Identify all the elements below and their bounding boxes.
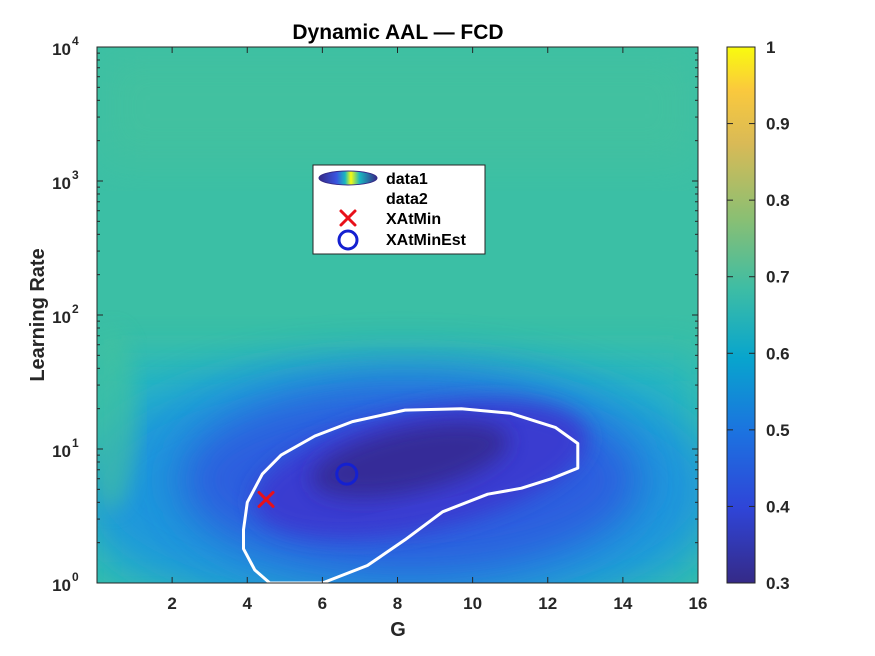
- colorbar-tick-label: 0.4: [766, 497, 790, 516]
- legend-entry-xatminest: XAtMinEst: [337, 229, 467, 251]
- legend-xatminest-label: XAtMinEst: [386, 232, 467, 249]
- colorbar-tick-label: 1: [766, 38, 775, 57]
- x-tick-label: 2: [167, 594, 176, 613]
- heatmap-surface: [97, 47, 698, 583]
- colorbar-tick-label: 0.3: [766, 574, 790, 593]
- plot-overlays: [242, 407, 580, 583]
- y-tick-exponent: 0: [72, 570, 79, 584]
- y-tick-label: 10: [52, 174, 71, 193]
- surface-left-rim: [97, 330, 137, 510]
- x-tick-label: 10: [463, 594, 482, 613]
- y-tick-exponent: 2: [72, 302, 79, 316]
- colorbar: 0.3 0.4 0.5 0.6 0.7 0.8 0.9 1: [726, 38, 790, 593]
- colorbar-tick-label: 0.7: [766, 268, 790, 287]
- legend-entry-data2: data2: [386, 191, 428, 208]
- x-tick-label: 16: [689, 594, 708, 613]
- y-tick-label: 10: [52, 576, 71, 595]
- y-tick-label: 10: [52, 40, 71, 59]
- y-tick-exponent: 1: [72, 436, 79, 450]
- y-tick-exponent: 3: [72, 168, 79, 182]
- legend-circle-marker-icon: [337, 229, 359, 251]
- x-tick-label: 8: [393, 594, 402, 613]
- legend-data1-label: data1: [386, 171, 428, 188]
- x-axis-ticks: 2 4 6 8 10 12 14 16: [167, 47, 707, 613]
- x-axis-label: G: [390, 619, 406, 641]
- contour-line: [242, 407, 580, 583]
- xatminest-marker: [335, 462, 359, 486]
- legend-entry-xatmin: XAtMin: [339, 209, 441, 228]
- surface-top-band: [97, 47, 698, 167]
- x-tick-label: 12: [538, 594, 557, 613]
- legend-xatmin-label: XAtMin: [386, 211, 441, 228]
- legend-data2-label: data2: [386, 191, 428, 208]
- legend-x-marker-icon: [339, 209, 357, 227]
- y-tick-exponent: 4: [72, 34, 79, 48]
- y-tick-label: 10: [52, 308, 71, 327]
- x-tick-label: 4: [243, 594, 253, 613]
- colorbar-tick-label: 0.8: [766, 191, 790, 210]
- colorbar-tick-label: 0.9: [766, 115, 790, 134]
- xatmin-marker: [257, 490, 275, 508]
- y-tick-label: 10: [52, 442, 71, 461]
- x-tick-label: 14: [613, 594, 632, 613]
- legend[interactable]: data1 data2 XAtMin XAtMinEst: [312, 164, 486, 255]
- colorbar-tick-label: 0.5: [766, 421, 790, 440]
- surface-core-basin: [311, 422, 509, 498]
- x-tick-label: 6: [318, 594, 327, 613]
- legend-data1-swatch: [318, 170, 378, 186]
- y-axis-label: Learning Rate: [27, 248, 49, 381]
- colorbar-ticks: 0.3 0.4 0.5 0.6 0.7 0.8 0.9 1: [727, 38, 790, 593]
- chart-title: Dynamic AAL — FCD: [292, 21, 503, 44]
- colorbar-tick-label: 0.6: [766, 344, 790, 363]
- legend-entry-data1: data1: [318, 170, 428, 188]
- colorbar-gradient: [726, 46, 756, 584]
